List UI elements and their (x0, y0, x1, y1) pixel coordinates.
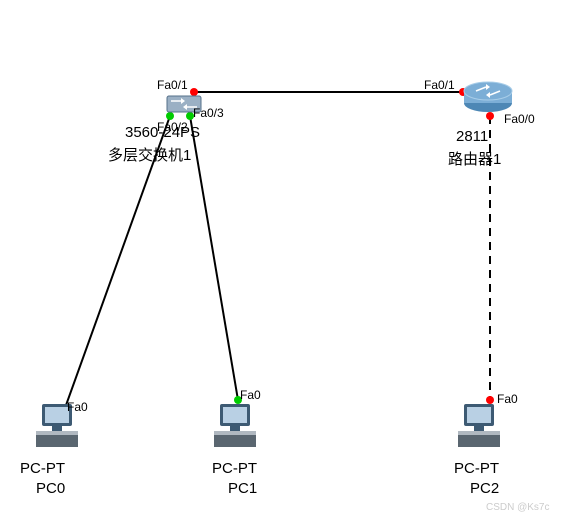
router-model-label: 2811 (456, 128, 488, 145)
router-port-fa00-label: Fa0/0 (504, 112, 535, 126)
pc-host-label: PC2 (470, 480, 499, 497)
watermark: CSDN @Ks7c (486, 502, 550, 513)
pc-port-label: Fa0 (497, 392, 518, 406)
switch-cn-label: 多层交换机1 (108, 144, 191, 165)
pc-icon (210, 402, 260, 452)
pc-port-label: Fa0 (67, 400, 88, 414)
pc-port-label: Fa0 (240, 388, 261, 402)
router-cn-label: 路由器1 (448, 148, 501, 169)
router-port-fa01-label: Fa0/1 (424, 78, 455, 92)
pc1[interactable] (210, 402, 260, 457)
pc-host-label: PC0 (36, 480, 65, 497)
pc-type-label: PC-PT (454, 460, 499, 477)
switch-port-fa03-label: Fa0/3 (193, 106, 224, 120)
switch-port-fa01-label: Fa0/1 (157, 78, 188, 92)
pc2[interactable] (454, 402, 504, 457)
router-icon (462, 79, 514, 115)
pc-type-label: PC-PT (212, 460, 257, 477)
pc-icon (454, 402, 504, 452)
pc-type-label: PC-PT (20, 460, 65, 477)
switch-port-fa02-label: Fa0/2 (157, 120, 188, 134)
pc-host-label: PC1 (228, 480, 257, 497)
